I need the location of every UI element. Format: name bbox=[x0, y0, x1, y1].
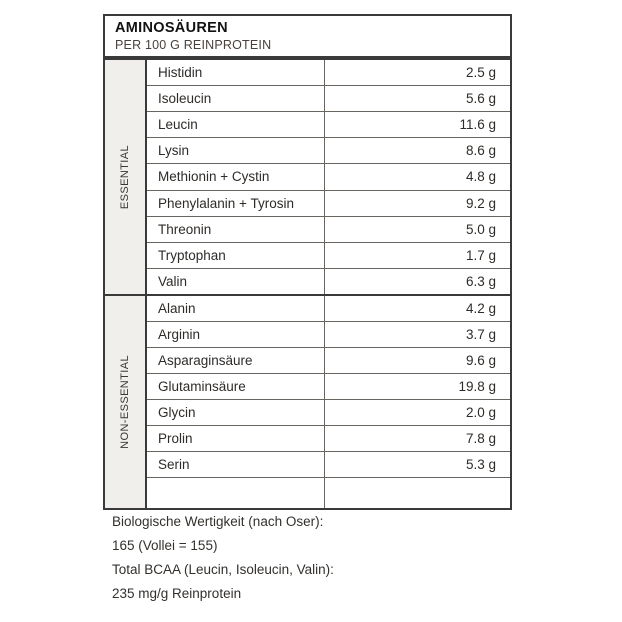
essential-rows: Histidin 2.5 g Isoleucin 5.6 g Leucin 11… bbox=[147, 60, 510, 294]
amino-name-cell: Phenylalanin + Tyrosin bbox=[147, 190, 325, 216]
non-essential-section-label: NON-ESSENTIAL bbox=[119, 355, 131, 449]
page-title: AMINOSÄUREN bbox=[115, 20, 228, 36]
biological-value-number: 165 (Vollei = 155) bbox=[112, 538, 218, 553]
amino-name-cell: Lysin bbox=[147, 138, 325, 164]
essential-section: ESSENTIAL Histidin 2.5 g Isoleucin 5.6 g… bbox=[105, 60, 510, 296]
non-essential-rows: Alanin 4.2 g Arginin 3.7 g Asparaginsäur… bbox=[147, 296, 510, 508]
amino-value-cell: 5.0 g bbox=[465, 221, 496, 237]
amino-value-cell: 8.6 g bbox=[465, 143, 496, 159]
amino-name-cell: Glycin bbox=[147, 400, 325, 425]
amino-value-cell: 5.6 g bbox=[465, 91, 496, 107]
biological-value-label: Biologische Wertigkeit (nach Oser): bbox=[112, 514, 324, 529]
table-row: Asparaginsäure 9.6 g bbox=[147, 348, 510, 374]
table-row: Valin 6.3 g bbox=[147, 268, 510, 294]
amino-value-cell: 2.0 g bbox=[465, 405, 496, 420]
amino-value-cell: 11.6 g bbox=[459, 117, 496, 133]
amino-value-cell: 6.3 g bbox=[465, 273, 496, 289]
amino-name-cell: Serin bbox=[147, 452, 325, 477]
essential-section-label: ESSENTIAL bbox=[119, 144, 131, 210]
amino-value-cell: 5.3 g bbox=[465, 457, 496, 472]
table-row: Glutaminsäure 19.8 g bbox=[147, 374, 510, 400]
amino-name-cell: Histidin bbox=[147, 60, 325, 86]
table-row: Tryptophan 1.7 g bbox=[147, 242, 510, 269]
amino-name-cell: Leucin bbox=[147, 112, 325, 138]
amino-name-cell: Prolin bbox=[147, 426, 325, 451]
amino-value-cell: 7.8 g bbox=[465, 431, 496, 446]
amino-name-cell: Tryptophan bbox=[147, 242, 325, 268]
table-row: Histidin 2.5 g bbox=[147, 60, 510, 87]
total-bcaa-label: Total BCAA (Leucin, Isoleucin, Valin): bbox=[112, 562, 334, 577]
amino-value-cell: 2.5 g bbox=[465, 65, 496, 81]
table-row: Threonin 5.0 g bbox=[147, 216, 510, 243]
total-bcaa-number: 235 mg/g Reinprotein bbox=[112, 586, 242, 601]
empty-name-cell bbox=[147, 478, 325, 508]
table-row: Methionin + Cystin 4.8 g bbox=[147, 164, 510, 191]
page-subtitle: PER 100 G REINPROTEIN bbox=[115, 38, 272, 52]
table-row: Lysin 8.6 g bbox=[147, 138, 510, 165]
amino-name-cell: Glutaminsäure bbox=[147, 374, 325, 399]
amino-value-cell: 4.8 g bbox=[465, 169, 496, 185]
table-row: Isoleucin 5.6 g bbox=[147, 86, 510, 113]
table-row: Phenylalanin + Tyrosin 9.2 g bbox=[147, 190, 510, 217]
non-essential-section: NON-ESSENTIAL Alanin 4.2 g Arginin 3.7 g… bbox=[105, 296, 510, 508]
amino-value-cell: 9.2 g bbox=[465, 195, 496, 211]
amino-value-cell: 4.2 g bbox=[465, 301, 496, 316]
empty-value-cell bbox=[325, 478, 510, 508]
amino-name-cell: Methionin + Cystin bbox=[147, 164, 325, 190]
amino-name-cell: Arginin bbox=[147, 322, 325, 347]
amino-value-cell: 19.8 g bbox=[458, 379, 496, 394]
table-row: Glycin 2.0 g bbox=[147, 400, 510, 426]
table-header-box: AMINOSÄUREN PER 100 G REINPROTEIN bbox=[103, 14, 512, 58]
table-row: Arginin 3.7 g bbox=[147, 322, 510, 348]
essential-section-header-cell: ESSENTIAL bbox=[105, 60, 147, 294]
amino-value-cell: 9.6 g bbox=[465, 353, 496, 368]
amino-name-cell: Valin bbox=[147, 268, 325, 294]
non-essential-section-header-cell: NON-ESSENTIAL bbox=[105, 296, 147, 508]
amino-name-cell: Threonin bbox=[147, 216, 325, 242]
footer-notes: Biologische Wertigkeit (nach Oser): 165 … bbox=[112, 510, 334, 606]
table-row: Alanin 4.2 g bbox=[147, 296, 510, 322]
table-row: Leucin 11.6 g bbox=[147, 112, 510, 139]
amino-acid-table: ESSENTIAL Histidin 2.5 g Isoleucin 5.6 g… bbox=[103, 58, 512, 510]
empty-filler-row bbox=[147, 478, 510, 508]
amino-name-cell: Alanin bbox=[147, 296, 325, 321]
table-row: Serin 5.3 g bbox=[147, 452, 510, 478]
amino-name-cell: Asparaginsäure bbox=[147, 348, 325, 373]
amino-value-cell: 3.7 g bbox=[465, 327, 496, 342]
table-row: Prolin 7.8 g bbox=[147, 426, 510, 452]
amino-value-cell: 1.7 g bbox=[465, 247, 496, 263]
amino-name-cell: Isoleucin bbox=[147, 86, 325, 112]
